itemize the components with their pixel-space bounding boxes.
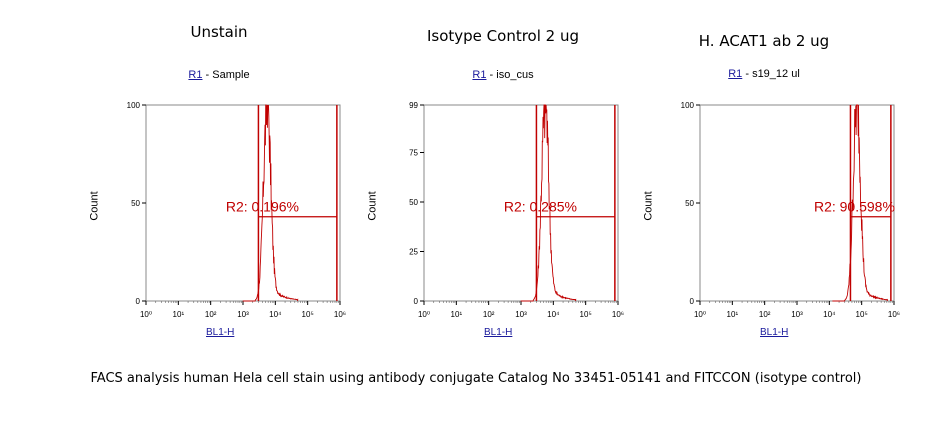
gate-link[interactable]: R1 xyxy=(188,69,203,81)
histogram-plot: 0 25 50 75 99 10⁰ 10¹ 10² 10³ 10⁴ 10⁵ 10⁶ R2: 0.285% xyxy=(409,101,624,319)
x-tick-label: 10² xyxy=(483,310,495,319)
gate-link[interactable]: R1 xyxy=(728,68,743,80)
x-axis-label[interactable]: BL1-H xyxy=(206,327,235,338)
figure-caption: FACS analysis human Hela cell stain usin… xyxy=(90,371,862,386)
panel-title: Unstain xyxy=(190,23,248,41)
y-axis-label: Count xyxy=(366,191,379,221)
x-tick-label: 10⁶ xyxy=(888,310,900,319)
histogram-plot: 0 50 100 10⁰ 10¹ 10² 10³ 10⁴ 10⁵ 10⁶ R2: 0.196% xyxy=(127,101,346,319)
y-tick-label: 99 xyxy=(409,101,418,110)
y-tick-label: 0 xyxy=(136,297,141,306)
x-tick-label: 10² xyxy=(759,310,771,319)
histogram-trace xyxy=(520,104,577,302)
plot-frame xyxy=(699,104,895,302)
x-tick-label: 10¹ xyxy=(173,310,185,319)
sample-name: iso_cus xyxy=(496,69,534,81)
sample-name: s19_12 ul xyxy=(752,68,800,80)
histogram-panel-unstain: Unstain R1 - Sample 0 50 100 10⁰ 10¹ 10² 10³ 10… xyxy=(60,0,360,350)
x-tick-label: 10³ xyxy=(791,310,803,319)
gate-line: R1 - s19_12 ul xyxy=(728,68,800,80)
plot-frame xyxy=(145,104,341,302)
region-label: R2: 0.196% xyxy=(226,199,299,215)
x-tick-label: 10⁰ xyxy=(694,310,706,319)
y-tick-label: 75 xyxy=(409,149,418,158)
histogram-plot: 0 50 100 10⁰ 10¹ 10² 10³ 10⁴ 10⁵ 10⁶ R2: 90.598% xyxy=(681,101,900,319)
y-tick-label: 0 xyxy=(414,297,419,306)
y-tick-label: 25 xyxy=(409,248,418,257)
histogram-panel-isotype: Isotype Control 2 ug R1 - iso_cus 0 25 50 7… xyxy=(338,0,638,350)
sample-name: Sample xyxy=(212,69,250,81)
x-tick-label: 10⁰ xyxy=(140,310,152,319)
y-tick-label: 100 xyxy=(681,101,695,110)
x-tick-label: 10⁶ xyxy=(334,310,346,319)
x-tick-label: 10⁵ xyxy=(302,310,314,319)
x-tick-label: 10³ xyxy=(515,310,527,319)
histogram-trace xyxy=(832,104,888,302)
y-tick-label: 0 xyxy=(690,297,695,306)
y-tick-label: 50 xyxy=(409,198,418,207)
region-label: R2: 0.285% xyxy=(504,199,577,215)
x-axis-label[interactable]: BL1-H xyxy=(484,327,513,338)
x-tick-label: 10⁴ xyxy=(823,310,836,319)
x-tick-label: 10⁰ xyxy=(418,310,430,319)
y-tick-label: 100 xyxy=(127,101,141,110)
x-tick-label: 10¹ xyxy=(451,310,463,319)
x-tick-label: 10⁶ xyxy=(612,310,624,319)
x-tick-label: 10⁵ xyxy=(856,310,868,319)
gate-line: R1 - Sample xyxy=(188,69,250,81)
gate-line: R1 - iso_cus xyxy=(472,69,534,81)
histogram-trace xyxy=(242,104,299,302)
x-axis-label[interactable]: BL1-H xyxy=(760,327,789,338)
y-tick-label: 50 xyxy=(685,199,694,208)
y-axis-label: Count xyxy=(642,191,655,221)
x-tick-label: 10⁵ xyxy=(580,310,592,319)
panel-title: Isotype Control 2 ug xyxy=(426,27,580,45)
gate-link[interactable]: R1 xyxy=(472,69,487,81)
region-label: R2: 90.598% xyxy=(814,199,895,215)
plot-frame xyxy=(423,104,619,302)
x-tick-label: 10³ xyxy=(237,310,249,319)
x-tick-label: 10⁴ xyxy=(269,310,282,319)
histogram-panel-acat1: H. ACAT1 ab 2 ug R1 - s19_12 ul 0 50 100 10… xyxy=(614,0,914,350)
x-tick-label: 10² xyxy=(205,310,217,319)
y-axis-label: Count xyxy=(88,191,101,221)
y-tick-label: 50 xyxy=(131,199,140,208)
x-tick-label: 10¹ xyxy=(727,310,739,319)
panel-title: H. ACAT1 ab 2 ug xyxy=(698,32,830,50)
x-tick-label: 10⁴ xyxy=(547,310,560,319)
